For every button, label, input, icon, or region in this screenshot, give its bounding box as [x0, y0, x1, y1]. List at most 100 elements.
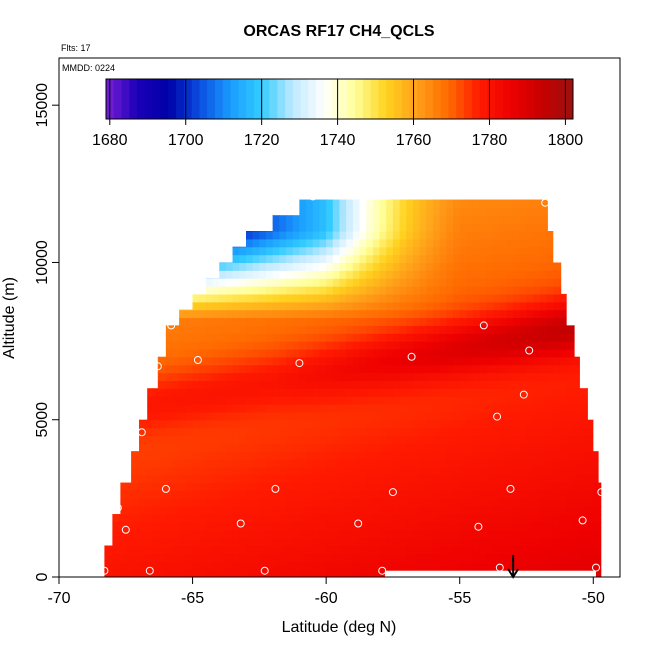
field-cell	[433, 537, 441, 547]
field-cell	[599, 529, 602, 539]
field-cell	[145, 419, 154, 429]
field-cell	[506, 309, 514, 319]
field-cell	[225, 506, 234, 515]
field-cell	[579, 396, 588, 405]
field-cell	[246, 419, 254, 429]
field-cell	[526, 356, 534, 366]
field-cell	[266, 293, 274, 303]
field-cell	[299, 231, 307, 240]
field-cell	[599, 569, 602, 577]
field-cell	[459, 348, 467, 358]
field-cell	[586, 301, 594, 311]
field-cell	[519, 231, 528, 240]
colorbar-cell	[230, 79, 239, 119]
field-cell	[219, 325, 227, 334]
field-cell	[539, 215, 548, 224]
field-cell	[513, 561, 521, 570]
field-cell	[412, 514, 421, 523]
field-cell	[559, 278, 568, 287]
field-cell	[279, 348, 287, 358]
field-cell	[252, 569, 260, 577]
field-cell	[145, 364, 154, 374]
field-cell	[139, 333, 147, 342]
field-cell	[159, 254, 167, 264]
field-cell	[259, 529, 267, 539]
field-cell	[246, 293, 254, 303]
field-cell	[319, 293, 327, 303]
field-cell	[286, 270, 294, 279]
field-cell	[159, 411, 167, 421]
field-cell	[132, 380, 140, 389]
field-cell	[426, 231, 434, 240]
field-cell	[566, 199, 574, 209]
field-cell	[286, 553, 294, 562]
field-cell	[105, 545, 114, 555]
field-cell	[279, 514, 287, 523]
field-cell	[419, 348, 427, 358]
field-cell	[132, 529, 140, 539]
field-cell	[386, 435, 394, 444]
field-cell	[406, 215, 414, 224]
field-cell	[212, 348, 220, 358]
field-cell	[406, 278, 414, 287]
field-cell	[332, 419, 341, 429]
field-cell	[559, 545, 568, 555]
sample-point	[145, 566, 154, 575]
field-cell	[139, 427, 147, 437]
field-cell	[259, 396, 267, 405]
field-cell	[366, 435, 374, 444]
field-cell	[566, 396, 574, 405]
field-cell	[205, 482, 214, 492]
field-cell	[292, 199, 301, 209]
field-cell	[232, 341, 240, 350]
field-cell	[392, 514, 401, 523]
field-cell	[553, 215, 561, 224]
field-cell	[212, 404, 220, 413]
field-cell	[239, 506, 247, 515]
field-cell	[533, 490, 541, 499]
field-cell	[179, 199, 187, 209]
field-cell	[326, 490, 334, 499]
field-cell	[299, 482, 307, 492]
field-cell	[559, 514, 568, 523]
field-cell	[366, 427, 374, 437]
field-cell	[573, 553, 581, 562]
field-cell	[419, 443, 427, 452]
field-cell	[426, 341, 434, 350]
field-cell	[326, 443, 334, 452]
field-cell	[132, 293, 140, 303]
field-cell	[466, 356, 474, 366]
field-cell	[526, 380, 534, 389]
field-cell	[466, 293, 474, 303]
field-cell	[546, 215, 554, 224]
field-cell	[386, 364, 394, 374]
field-cell	[546, 443, 554, 452]
field-cell	[139, 317, 147, 326]
field-cell	[593, 380, 601, 389]
field-cell	[326, 545, 334, 555]
field-cell	[359, 262, 367, 271]
field-cell	[379, 569, 387, 577]
field-cell	[473, 286, 481, 295]
field-cell	[453, 419, 461, 429]
field-cell	[412, 506, 421, 515]
field-cell	[499, 411, 508, 421]
field-cell	[379, 490, 387, 499]
field-cell	[172, 427, 180, 437]
field-cell	[519, 278, 528, 287]
field-cell	[312, 474, 321, 484]
field-cell	[219, 333, 227, 342]
field-cell	[225, 498, 234, 507]
field-cell	[586, 396, 594, 405]
field-cell	[579, 404, 588, 413]
field-cell	[546, 388, 554, 397]
field-cell	[152, 537, 160, 547]
field-cell	[179, 301, 187, 311]
field-cell	[272, 301, 280, 311]
field-cell	[145, 254, 154, 264]
field-cell	[599, 254, 602, 264]
field-cell	[279, 199, 287, 209]
field-cell	[225, 309, 234, 319]
field-cell	[352, 341, 361, 350]
field-cell	[553, 529, 561, 539]
